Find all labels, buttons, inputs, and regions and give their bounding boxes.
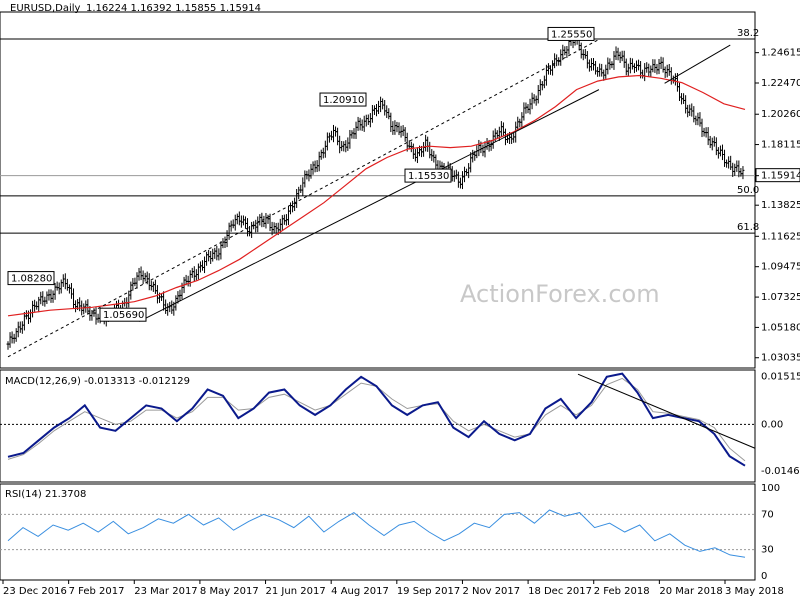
- date-tick-label: 8 May 2017: [200, 586, 259, 597]
- rsi-line: [0, 509, 755, 558]
- rsi-axis: 100 70 30 0: [761, 483, 780, 582]
- date-tick-label: 7 Feb 2017: [69, 586, 125, 597]
- macd-tick-label: 0.015155: [761, 371, 800, 382]
- date-tick-label: 2 Feb 2018: [594, 586, 650, 597]
- trendline: [7, 39, 600, 358]
- price-tick-label: 1.22470: [761, 78, 800, 89]
- rsi-tick-label: 70: [761, 509, 774, 520]
- rsi-panel: [0, 483, 756, 581]
- moving-average: [7, 74, 746, 317]
- date-tick-label: 21 Jun 2017: [266, 586, 326, 597]
- price-panel: [0, 11, 756, 369]
- price-tick-label: 1.07325: [761, 292, 800, 303]
- trendline: [139, 89, 600, 322]
- price-tick-label: 1.13825: [761, 200, 800, 211]
- price-label-box: [319, 92, 367, 107]
- price-label-text: 1.05690: [103, 310, 144, 321]
- macd-trendline: [577, 373, 756, 449]
- price-tick-label: 1.15914: [761, 171, 800, 182]
- price-tick-label: 1.20260: [761, 109, 800, 120]
- fib-level-label: 61.8: [737, 222, 759, 233]
- chart-ohlc: 1.16224 1.16392 1.15855 1.15914: [86, 3, 261, 14]
- macd-lines: [0, 372, 756, 467]
- macd-line: [7, 372, 746, 467]
- price-tick-label: 1.05180: [761, 322, 800, 333]
- rsi-tick-label: 100: [761, 483, 780, 494]
- price-label-text: 1.08280: [11, 274, 52, 285]
- ma-line: [7, 74, 746, 317]
- date-tick-label: 20 Mar 2018: [659, 586, 722, 597]
- price-label-text: 1.25550: [551, 29, 592, 40]
- price-label-box: [547, 26, 595, 41]
- chart-symbol: EURUSD,Daily: [10, 3, 81, 14]
- macd-panel: [0, 369, 756, 483]
- macd-tick-label: -0.014669: [761, 466, 800, 477]
- price-tick-label: 1.09475: [761, 262, 800, 273]
- macd-tick-label: 0.00: [761, 419, 783, 430]
- date-tick-label: 23 Dec 2016: [3, 586, 67, 597]
- rsi-title: RSI(14) 21.3708: [5, 489, 86, 500]
- fibonacci-levels: 38.2 50.0 61.8: [0, 28, 759, 234]
- price-tick-label: 1.11625: [761, 231, 800, 242]
- price-label-box: [7, 271, 55, 286]
- price-label-box: [404, 168, 452, 183]
- fib-level-label: 38.2: [737, 28, 759, 39]
- price-tick-label: 1.18115: [761, 140, 800, 151]
- rsi-line: [7, 509, 746, 558]
- price-label-box: [99, 307, 147, 322]
- macd-axis: 0.015155 0.00 -0.014669: [761, 371, 800, 477]
- price-label-text: 1.15530: [408, 171, 449, 182]
- trendline: [664, 44, 731, 84]
- rsi-tick-label: 30: [761, 545, 774, 556]
- date-tick-label: 19 Sep 2017: [397, 586, 460, 597]
- date-axis: 23 Dec 2016 7 Feb 2017 23 Mar 2017 8 May 20…: [2, 580, 784, 597]
- fib-level-label: 50.0: [737, 185, 759, 196]
- price-label-text: 1.20910: [323, 95, 364, 106]
- trendlines: [7, 39, 731, 358]
- rsi-tick-label: 0: [761, 571, 767, 582]
- price-axis: 1.24615 1.22470 1.20260 1.18115 1.15914 1.138…: [755, 48, 800, 364]
- date-tick-label: 23 Mar 2017: [134, 586, 197, 597]
- date-tick-label: 18 Dec 2017: [528, 586, 592, 597]
- price-tick-label: 1.24615: [761, 48, 800, 59]
- date-tick-label: 2 Nov 2017: [462, 586, 520, 597]
- price-tick-label: 1.03035: [761, 353, 800, 364]
- watermark: ActionForex.com: [460, 280, 660, 308]
- price-labels: 1.25550 1.20910 1.15530 1.08280 1.05690: [7, 26, 595, 322]
- macd-title: MACD(12,26,9) -0.013313 -0.012129: [5, 376, 190, 387]
- date-tick-label: 4 Aug 2017: [331, 586, 389, 597]
- date-tick-label: 3 May 2018: [725, 586, 784, 597]
